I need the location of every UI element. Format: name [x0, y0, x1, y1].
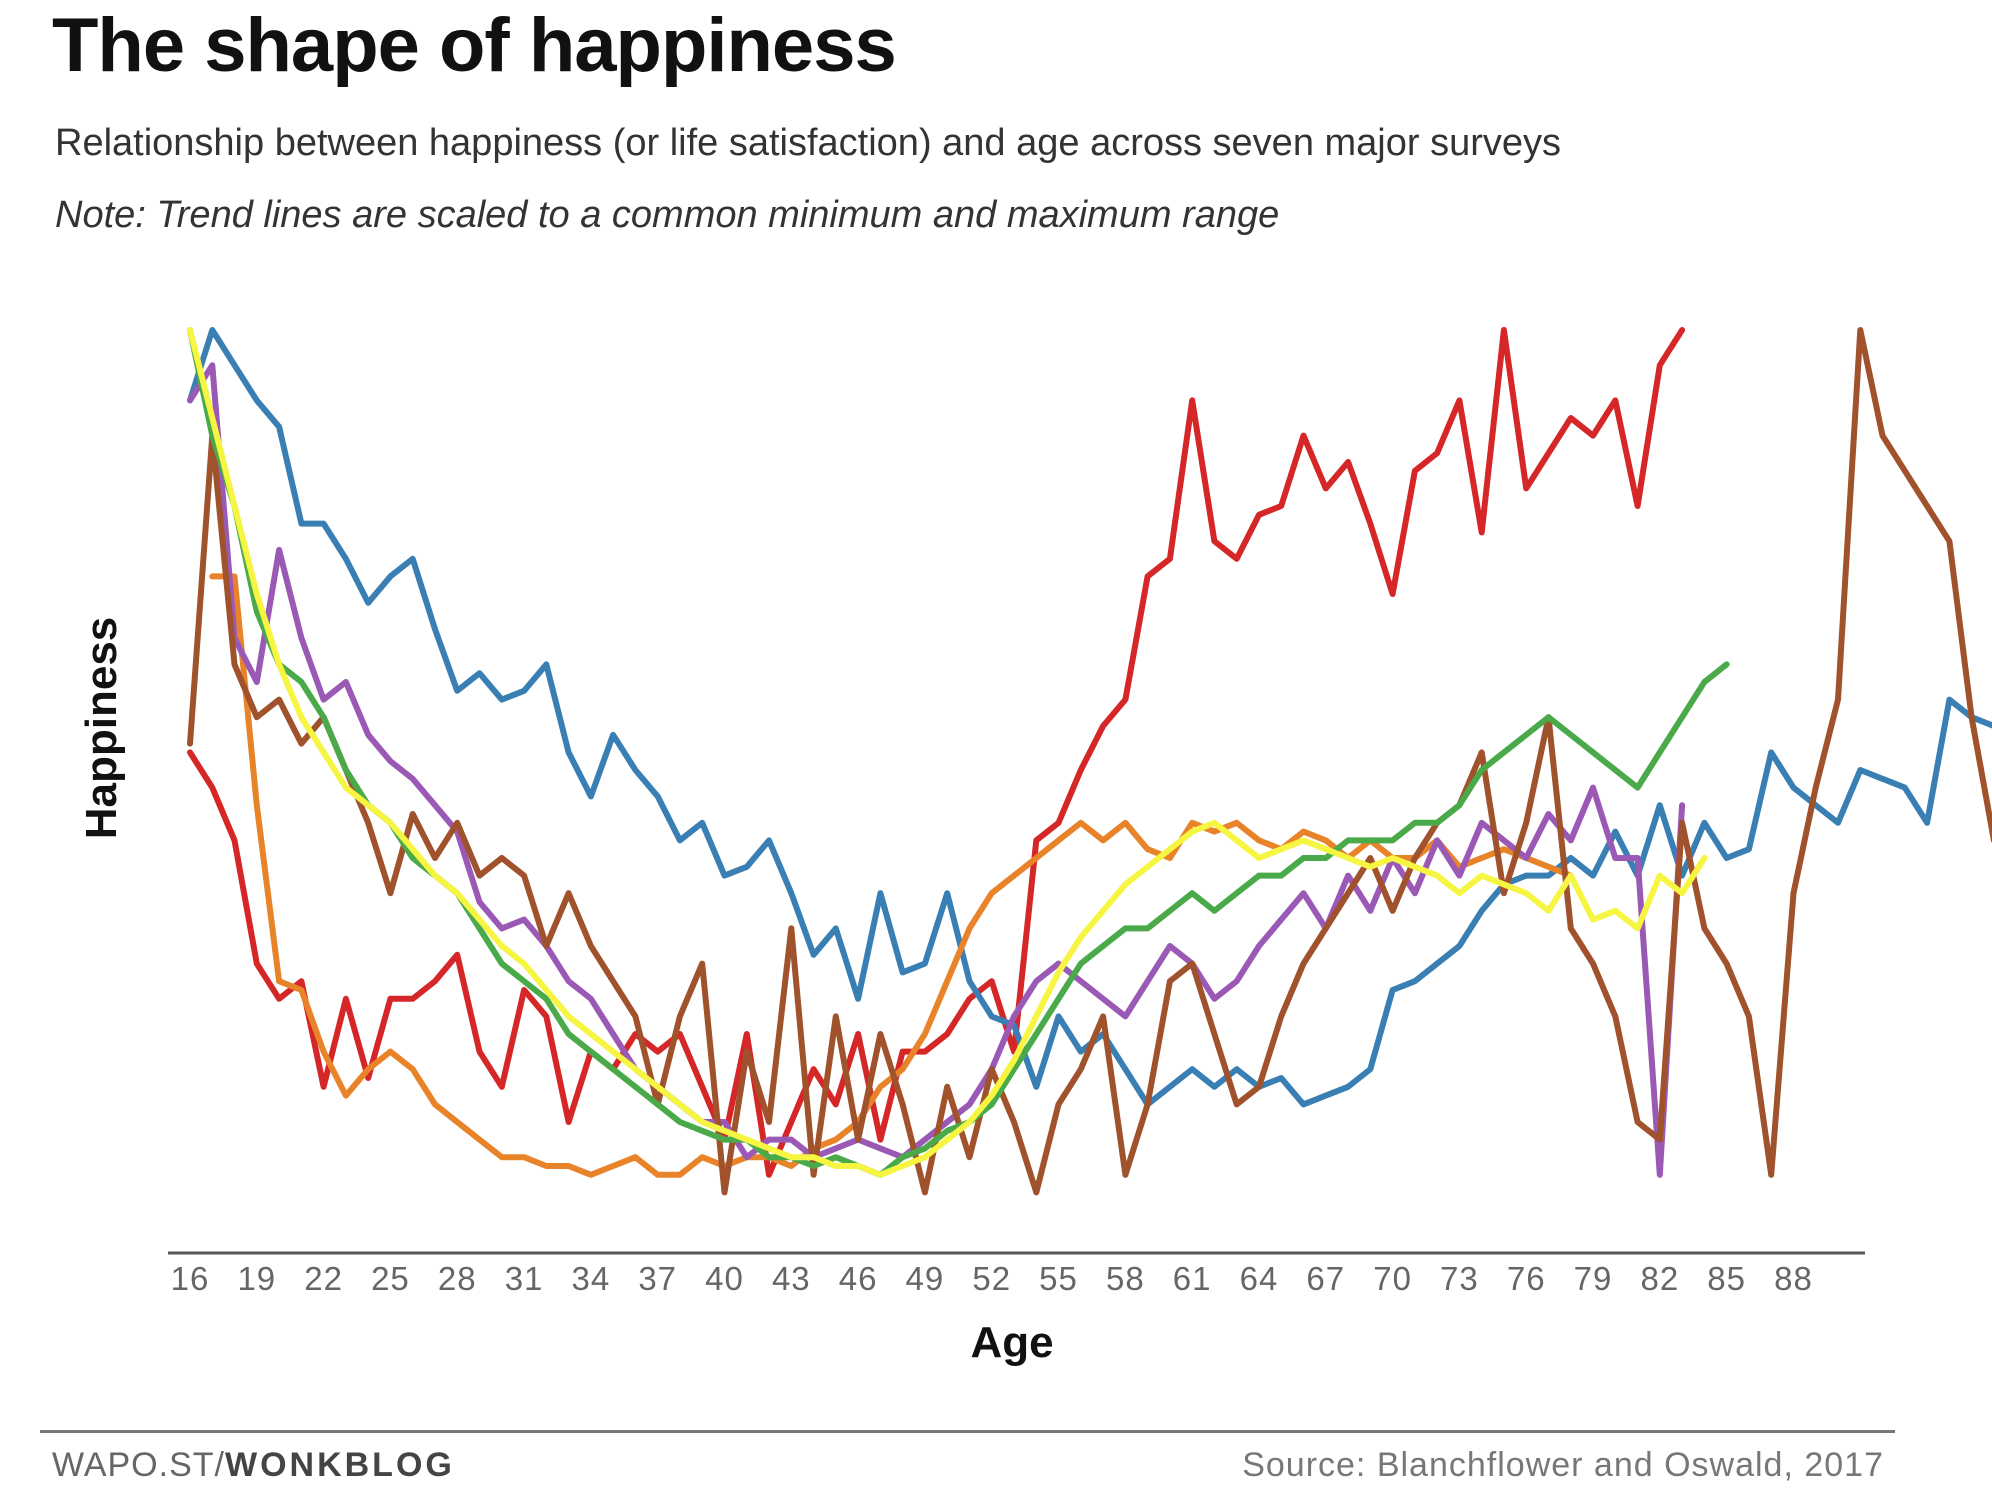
x-tick-label: 64: [1240, 1260, 1279, 1297]
x-tick-label: 25: [371, 1260, 410, 1297]
x-tick-label: 79: [1574, 1260, 1613, 1297]
source-credit: Source: Blanchflower and Oswald, 2017: [1242, 1446, 1884, 1484]
x-tick-label: 19: [237, 1260, 276, 1297]
y-axis-title: Happiness: [77, 617, 126, 840]
footer-divider: [40, 1430, 1895, 1433]
x-tick-label: 37: [638, 1260, 677, 1297]
series-line-6: [187, 327, 1730, 1178]
x-tick-label: 46: [839, 1260, 878, 1297]
x-tick-label: 34: [572, 1260, 611, 1297]
x-tick-label: 70: [1373, 1260, 1412, 1297]
series-line-2: [187, 327, 1992, 1108]
source-blog-name: WONKBLOG: [224, 1446, 455, 1484]
x-tick-label: 67: [1306, 1260, 1345, 1297]
x-tick-label: 73: [1440, 1260, 1479, 1297]
x-tick-label: 31: [505, 1260, 544, 1297]
source-site: WAPO.ST/WONKBLOG: [52, 1446, 455, 1485]
x-tick-label: 22: [304, 1260, 343, 1297]
source-site-url: WAPO.ST/: [52, 1446, 225, 1484]
series-line-5: [187, 327, 1992, 1196]
x-tick-label: 85: [1707, 1260, 1746, 1297]
x-tick-label: 61: [1173, 1260, 1212, 1297]
x-tick-label: 49: [906, 1260, 945, 1297]
chart-subtitle: Relationship between happiness (or life …: [55, 122, 1562, 164]
x-tick-labels: 16 19 22 25 28 31 34 37 40 43 46 49 52 55 58 61 64 67 70 73…: [171, 1260, 1813, 1297]
x-tick-label: 52: [972, 1260, 1011, 1297]
x-tick-label: 82: [1640, 1260, 1679, 1297]
series-line-4: [187, 362, 1686, 1178]
x-tick-label: 28: [438, 1260, 477, 1297]
series-layer: [187, 327, 1992, 1196]
chart-note: Note: Trend lines are scaled to a common…: [55, 194, 1280, 236]
x-tick-label: 76: [1507, 1260, 1546, 1297]
x-tick-label: 43: [772, 1260, 811, 1297]
x-tick-label: 88: [1774, 1260, 1813, 1297]
x-axis-title: Age: [970, 1318, 1053, 1367]
series-line-1: [187, 327, 1686, 1178]
x-tick-label: 58: [1106, 1260, 1145, 1297]
x-tick-label: 16: [171, 1260, 210, 1297]
x-tick-label: 40: [705, 1260, 744, 1297]
series-line-7: [187, 327, 1708, 1178]
chart-title: The shape of happiness: [52, 3, 897, 88]
x-tick-label: 55: [1039, 1260, 1078, 1297]
